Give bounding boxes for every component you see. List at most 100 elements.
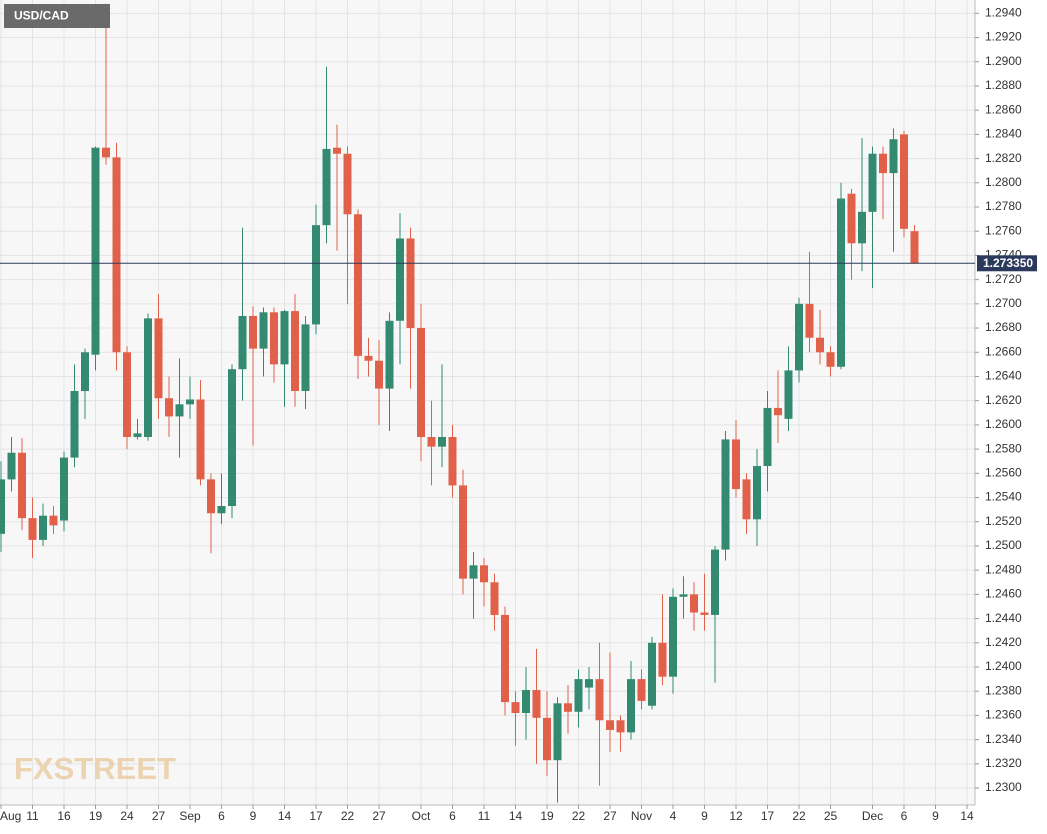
candle-body: [690, 594, 698, 613]
candle-body: [228, 369, 236, 506]
candle-body: [396, 238, 404, 321]
x-tick-label: 16: [57, 809, 71, 823]
candle-body: [679, 594, 688, 597]
candle-body: [333, 147, 341, 154]
candle-body: [795, 303, 803, 371]
candle-body: [700, 612, 709, 615]
x-tick-label: 17: [761, 809, 775, 823]
candle-body: [564, 703, 572, 712]
candle-body: [123, 352, 131, 437]
candle-body: [858, 211, 866, 244]
candle-body: [742, 479, 751, 520]
y-tick-label: 1.2320: [985, 756, 1022, 770]
candle-body: [60, 457, 68, 521]
candle-body: [102, 147, 110, 158]
chart-title: USD/CAD: [14, 9, 69, 23]
y-tick-label: 1.2900: [985, 54, 1022, 68]
x-tick-label: 12: [729, 809, 743, 823]
candle-body: [49, 515, 58, 526]
candle-body: [553, 703, 562, 761]
candle-body: [427, 437, 436, 447]
candle-body: [133, 433, 142, 437]
x-tick-label: Sep: [179, 809, 201, 823]
candle-body: [784, 370, 793, 419]
candle-body: [574, 679, 583, 712]
y-tick-label: 1.2400: [985, 659, 1022, 673]
candle-body: [291, 311, 299, 391]
candle-body: [207, 479, 215, 514]
candle-body: [154, 318, 163, 399]
candle-body: [375, 360, 383, 389]
y-tick-label: 1.2820: [985, 151, 1022, 165]
candle-body: [280, 311, 289, 365]
candle-body: [270, 312, 278, 365]
candle-body: [627, 679, 635, 733]
x-tick-label: 19: [540, 809, 554, 823]
x-tick-label: 9: [250, 809, 257, 823]
candle-body: [343, 153, 352, 215]
x-tick-label: 6: [218, 809, 225, 823]
x-tick-label: 22: [341, 809, 355, 823]
current-price-label: 1.273350: [983, 256, 1033, 270]
candle-body: [721, 439, 730, 550]
x-tick-label: 17: [309, 809, 323, 823]
candle-body: [238, 315, 247, 370]
candle-body: [763, 407, 772, 467]
candle-body: [595, 679, 604, 721]
y-tick-label: 1.2860: [985, 102, 1022, 116]
candle-body: [165, 398, 173, 417]
candle-body: [816, 337, 824, 353]
candle-body: [532, 690, 541, 718]
title-box: [4, 4, 110, 28]
y-tick-label: 1.2580: [985, 441, 1022, 455]
y-tick-label: 1.2640: [985, 369, 1022, 383]
candle-body: [900, 134, 908, 229]
candle-body: [606, 720, 614, 730]
y-tick-label: 1.2500: [985, 538, 1022, 552]
candle-body: [438, 437, 446, 447]
y-tick-label: 1.2660: [985, 344, 1022, 358]
candle-body: [658, 642, 667, 677]
x-tick-label: 14: [960, 809, 974, 823]
candle-body: [417, 328, 425, 437]
y-tick-label: 1.2560: [985, 465, 1022, 479]
candle-body: [868, 153, 877, 212]
y-tick-label: 1.2720: [985, 272, 1022, 286]
current-price-box: [977, 255, 1037, 272]
candle-body: [648, 642, 656, 706]
x-tick-label: Oct: [412, 809, 431, 823]
candle-body: [322, 148, 331, 226]
y-tick-label: 1.2440: [985, 611, 1022, 625]
x-tick-label: 14: [278, 809, 292, 823]
candle-body: [501, 614, 509, 703]
watermark: FXSTREET: [14, 751, 176, 786]
candle-body: [522, 690, 530, 713]
candle-body: [312, 225, 320, 325]
y-tick-label: 1.2940: [985, 5, 1022, 19]
candle-body: [543, 717, 551, 761]
y-tick-label: 1.2760: [985, 223, 1022, 237]
candle-body: [753, 466, 761, 520]
candle-body: [490, 582, 499, 615]
x-tick-label: 9: [932, 809, 939, 823]
candle-body: [112, 157, 121, 353]
candle-body: [889, 139, 898, 174]
y-tick-label: 1.2840: [985, 127, 1022, 141]
candle-body: [406, 238, 415, 329]
y-tick-label: 1.2480: [985, 562, 1022, 576]
candle-body: [39, 515, 47, 540]
x-tick-label: 27: [152, 809, 166, 823]
y-tick-label: 1.2620: [985, 393, 1022, 407]
candle-body: [144, 318, 152, 437]
candle-body: [469, 565, 478, 579]
candle-body: [7, 452, 16, 480]
candle-body: [28, 518, 37, 540]
y-tick-label: 1.2460: [985, 587, 1022, 601]
candle-body: [669, 596, 677, 677]
candle-body: [637, 679, 646, 701]
candle-body: [616, 720, 625, 733]
y-tick-label: 1.2380: [985, 683, 1022, 697]
x-tick-label: 19: [89, 809, 103, 823]
x-tick-label: Nov: [631, 809, 652, 823]
